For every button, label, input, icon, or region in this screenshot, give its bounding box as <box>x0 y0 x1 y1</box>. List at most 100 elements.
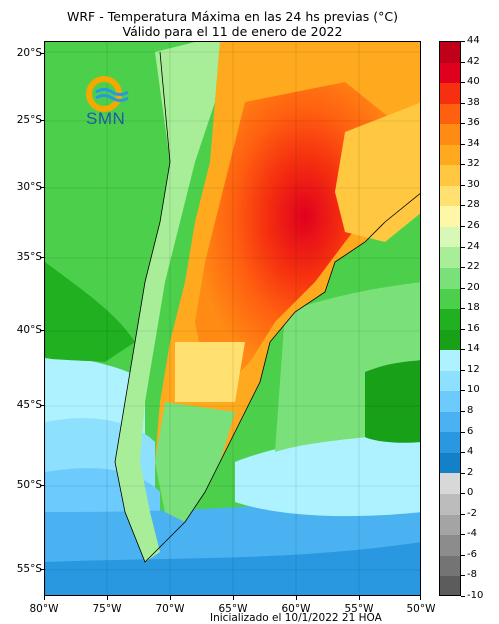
lat-label: 20°S <box>16 47 42 59</box>
map-title: WRF - Temperatura Máxima en las 24 hs pr… <box>67 9 398 24</box>
lon-label: 80°W <box>29 603 59 615</box>
patagonia-green <box>155 402 235 522</box>
colorbar-segment <box>440 62 460 84</box>
colorbar-tick-label: 4 <box>467 446 474 458</box>
colorbar-tick <box>461 596 465 597</box>
colorbar-tick-label: 42 <box>467 55 480 67</box>
colorbar-tick-label: 22 <box>467 261 480 273</box>
colorbar-tick <box>461 123 465 125</box>
colorbar-tick <box>461 369 465 371</box>
colorbar-tick-label: -4 <box>467 528 477 540</box>
colorbar-tick-label: -8 <box>467 569 477 581</box>
colorbar-tick-label: 36 <box>467 117 480 129</box>
colorbar-tick <box>461 411 465 412</box>
colorbar-segment <box>440 411 460 433</box>
lon-label: 60°W <box>281 603 311 615</box>
west-dark-green <box>45 262 135 362</box>
lat-label: 35°S <box>16 251 42 263</box>
colorbar-tick-label: 20 <box>467 281 480 293</box>
colorbar-tick <box>461 554 465 556</box>
colorbar-tick <box>461 267 465 269</box>
graticule <box>45 42 420 595</box>
colorbar-segment <box>440 452 460 474</box>
smn-logo-text: SMN <box>86 109 126 128</box>
colorbar-tick <box>461 82 465 84</box>
colorbar-tick-label: 10 <box>467 384 480 396</box>
colorbar-tick <box>461 246 465 248</box>
lat-label: 40°S <box>16 324 42 336</box>
colorbar-segment <box>440 329 460 351</box>
colorbar-tick-label: 8 <box>467 405 474 416</box>
ocean-south-band4 <box>45 542 420 595</box>
colorbar-tick-label: 40 <box>467 76 480 88</box>
map-canvas <box>45 42 420 595</box>
colorbar-tick-label: 6 <box>467 425 474 437</box>
lon-label: 55°W <box>344 603 374 615</box>
colorbar-tick-label: -2 <box>467 507 477 519</box>
lat-label: 45°S <box>16 399 42 411</box>
colorbar-tick <box>461 472 465 474</box>
colorbar-tick-label: 34 <box>467 137 480 149</box>
lat-label: 25°S <box>16 114 42 126</box>
colorbar-segment <box>440 514 460 536</box>
atlantic-dark-green <box>365 360 420 443</box>
colorbar-segment <box>440 555 460 577</box>
colorbar-tick <box>461 61 465 63</box>
colorbar-segment <box>440 226 460 248</box>
colorbar-segment <box>440 350 460 371</box>
colorbar-segment <box>440 103 460 125</box>
colorbar-tick <box>461 184 465 186</box>
lon-label: 65°W <box>218 603 248 615</box>
colorbar-tick <box>461 452 465 454</box>
colorbar-segment <box>440 576 460 595</box>
colorbar-segment <box>440 268 460 289</box>
colorbar-tick <box>461 287 465 289</box>
colorbar-segment <box>440 206 460 227</box>
lon-label: 75°W <box>92 603 122 615</box>
colorbar-tick <box>461 143 465 145</box>
colorbar-segment <box>440 473 460 495</box>
colorbar-tick-label: 14 <box>467 343 480 355</box>
colorbar-tick <box>461 431 465 433</box>
colorbar-segment <box>440 185 460 207</box>
map-subtitle: Válido para el 11 de enero de 2022 <box>122 24 343 39</box>
colorbar-segment <box>440 494 460 515</box>
colorbar-tick-label: 26 <box>467 220 480 231</box>
andes-band <box>115 42 220 562</box>
colorbar-segment <box>440 535 460 556</box>
colorbar-segment <box>440 42 460 63</box>
colorbar-tick-label: 28 <box>467 199 480 211</box>
colorbar-tick <box>461 349 465 351</box>
init-note: Inicializado el 10/1/2022 21 HOA <box>210 612 382 624</box>
colorbar-tick-label: 16 <box>467 322 480 334</box>
colorbar-tick-label: 18 <box>467 302 480 314</box>
patagonia-yellow <box>175 342 245 402</box>
colorbar-tick <box>461 205 465 207</box>
colorbar-segment <box>440 83 460 104</box>
colorbar-tick-label: 30 <box>467 178 480 190</box>
lat-label: 50°S <box>16 479 42 491</box>
lon-label: 50°W <box>406 603 436 615</box>
colorbar-tick-label: 12 <box>467 363 480 375</box>
colorbar-segment <box>440 309 460 330</box>
colorbar-tick-label: 0 <box>467 487 474 499</box>
colorbar-segment <box>440 432 460 453</box>
smn-logo-icon <box>86 76 129 112</box>
colorbar-tick <box>461 328 465 330</box>
colorbar-tick <box>461 308 465 310</box>
lat-label: 30°S <box>16 181 42 193</box>
colorbar-tick-label: 32 <box>467 158 480 170</box>
colorbar-tick <box>461 226 465 227</box>
colorbar-segment <box>440 165 460 186</box>
colorbar-tick <box>461 41 465 42</box>
colorbar-tick <box>461 493 465 495</box>
colorbar-tick <box>461 390 465 392</box>
coastline <box>114 51 420 563</box>
colorbar-tick-label: 24 <box>467 240 480 252</box>
colorbar <box>439 41 461 596</box>
colorbar-tick <box>461 575 465 577</box>
colorbar-tick-label: 2 <box>467 466 474 478</box>
colorbar-segment <box>440 247 460 269</box>
lat-label: 55°S <box>16 563 42 575</box>
colorbar-segment <box>440 288 460 310</box>
